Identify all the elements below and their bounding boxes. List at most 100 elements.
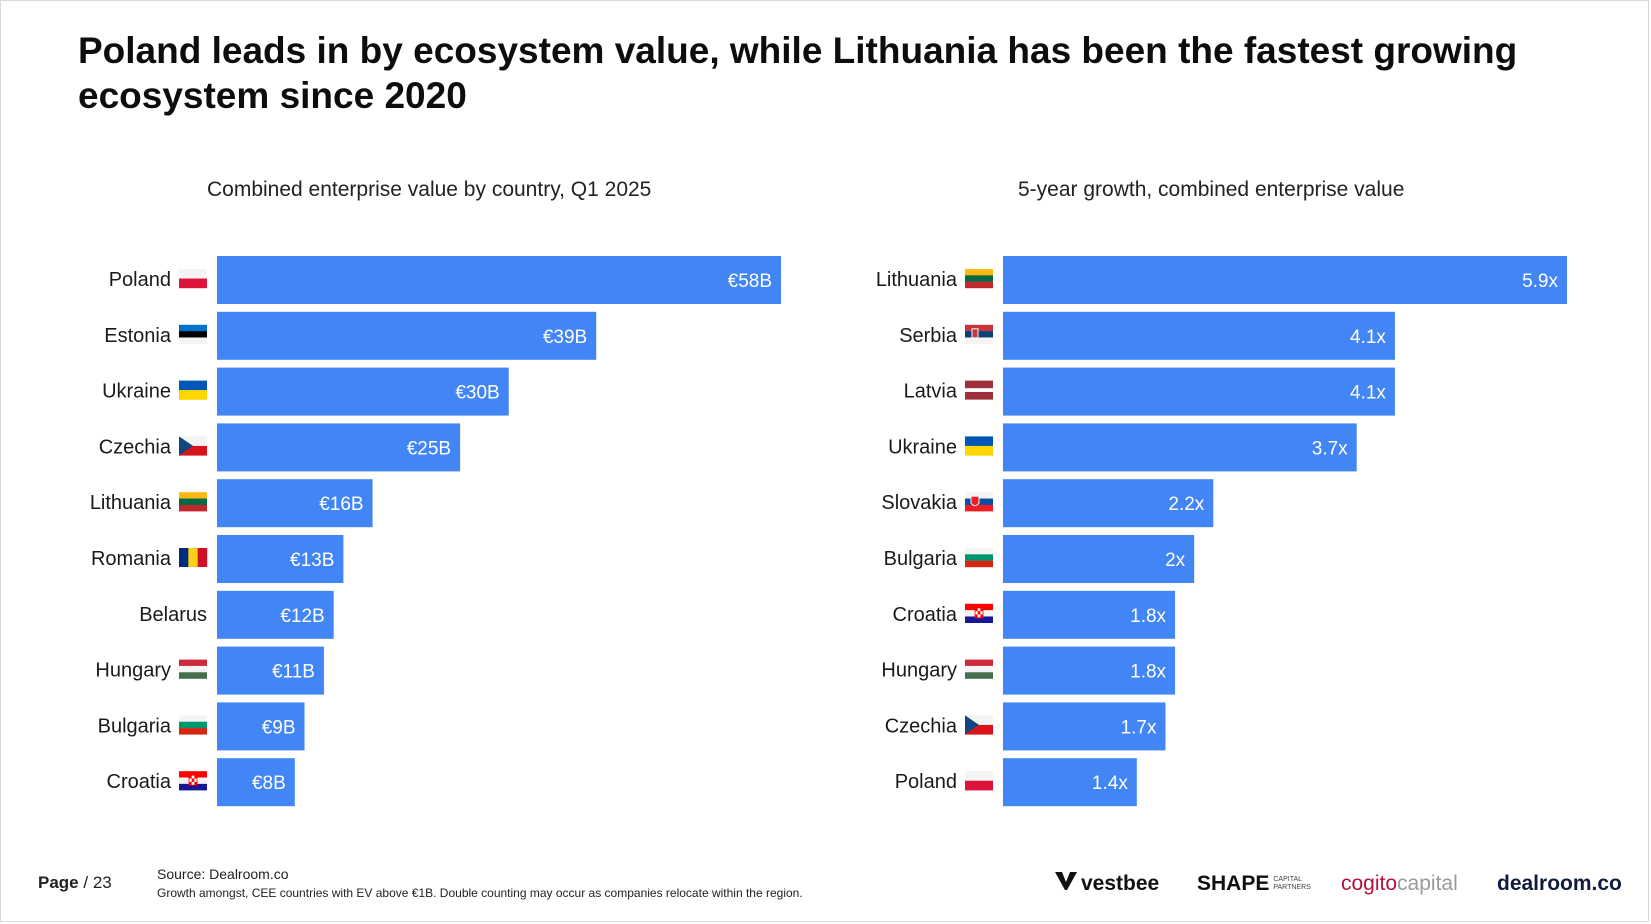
cogito-logo: cogitocapital: [1341, 872, 1458, 896]
partner-logos: vestbee SHAPE CAPITAL PARTNERS cogitocapit…: [1055, 872, 1622, 902]
shape-logo-sub2: PARTNERS: [1273, 884, 1311, 892]
dealroom-logo: dealroom.co: [1497, 872, 1622, 895]
estonia-flag: [179, 324, 207, 344]
footnote-text: Growth amongst, CEE countries with EV ab…: [157, 886, 803, 900]
category-label: Romania: [91, 548, 172, 570]
bar-slovakia: [1003, 479, 1214, 528]
category-label: Slovakia: [881, 492, 957, 514]
bar-bulgaria: [1003, 535, 1195, 583]
category-label: Estonia: [104, 325, 172, 347]
ukraine-flag: [179, 380, 207, 400]
category-label: Czechia: [99, 436, 172, 458]
ukraine-flag: [965, 436, 993, 456]
growth-chart: 5.9x Lithuania 4.1x Serbia 4.1x Latvia 3.7x Ukr…: [876, 256, 1567, 807]
bar-value-label: €30B: [455, 383, 499, 404]
category-label: Bulgaria: [884, 548, 958, 570]
bar-value-label: €25B: [407, 438, 451, 459]
bar-value-label: 1.8x: [1130, 606, 1166, 627]
bar-latvia: [1003, 367, 1395, 416]
slide-title: Poland leads in by ecosystem value, whil…: [78, 30, 1518, 116]
croatia-flag: [179, 771, 207, 791]
bar-value-label: 3.7x: [1312, 438, 1348, 459]
bar-value-label: €12B: [280, 606, 324, 627]
cogito-logo-subtext: capital: [1397, 872, 1458, 895]
category-label: Hungary: [881, 660, 957, 682]
bar-czechia: [1003, 702, 1166, 751]
enterprise-value-chart: €58B Poland €39B Estonia €30B Ukraine €25B Czec…: [90, 256, 781, 807]
croatia-flag: [965, 603, 993, 623]
bar-value-label: 4.1x: [1350, 327, 1386, 348]
bulgaria-flag: [965, 548, 993, 568]
category-label: Croatia: [893, 604, 958, 626]
left-chart-title: Combined enterprise value by country, Q1…: [207, 178, 652, 201]
slovakia-flag: [965, 492, 993, 512]
bar-poland: [1003, 758, 1137, 807]
lithuania-flag: [965, 269, 993, 289]
bulgaria-flag: [179, 715, 207, 735]
bar-value-label: 4.1x: [1350, 383, 1386, 404]
category-label: Ukraine: [102, 381, 171, 403]
bar-value-label: 5.9x: [1522, 271, 1558, 292]
page-number: Page / 23: [38, 873, 112, 893]
category-label: Belarus: [139, 604, 207, 626]
bar-value-label: €9B: [262, 717, 296, 738]
serbia-flag: [965, 324, 993, 344]
bar-croatia: [217, 758, 295, 807]
category-label: Poland: [109, 269, 171, 291]
cogito-logo-text: cogito: [1341, 872, 1398, 895]
bar-value-label: 1.8x: [1130, 662, 1166, 683]
bar-value-label: €8B: [252, 773, 286, 794]
bar-value-label: €11B: [272, 662, 315, 683]
poland-flag: [179, 269, 207, 289]
bar-value-label: €39B: [543, 327, 587, 348]
bar-value-label: 2.2x: [1168, 494, 1204, 515]
latvia-flag: [965, 380, 993, 400]
bar-belarus: [217, 590, 334, 639]
bar-hungary: [217, 646, 324, 695]
vestbee-logo: vestbee: [1055, 872, 1159, 896]
lithuania-flag: [179, 492, 207, 512]
bar-ukraine: [217, 367, 509, 416]
romania-flag: [179, 548, 208, 567]
vestbee-logo-text: vestbee: [1081, 872, 1160, 895]
bar-bulgaria: [217, 702, 305, 751]
page-label: Page: [38, 873, 79, 892]
category-label: Lithuania: [90, 492, 172, 514]
bar-ukraine: [1003, 423, 1357, 472]
czechia-flag: [179, 436, 207, 456]
hungary-flag: [179, 659, 207, 679]
bar-croatia: [1003, 590, 1176, 639]
vestbee-icon: [1055, 872, 1077, 890]
category-label: Latvia: [904, 381, 958, 403]
category-label: Croatia: [107, 771, 172, 793]
bar-estonia: [217, 311, 597, 360]
bar-hungary: [1003, 646, 1176, 695]
hungary-flag: [965, 659, 993, 679]
bar-romania: [217, 535, 344, 583]
right-chart-title: 5-year growth, combined enterprise value: [1018, 178, 1405, 201]
bar-value-label: €13B: [290, 550, 334, 571]
bar-serbia: [1003, 311, 1395, 360]
page-count: / 23: [83, 873, 112, 892]
category-label: Serbia: [899, 325, 958, 347]
bar-czechia: [217, 423, 461, 472]
poland-flag: [965, 771, 993, 791]
bar-value-label: €58B: [728, 271, 772, 292]
shape-logo: SHAPE CAPITAL PARTNERS: [1197, 872, 1311, 896]
shape-logo-sub1: CAPITAL: [1273, 876, 1303, 884]
bar-value-label: €16B: [319, 494, 363, 515]
source-text: Source: Dealroom.co: [157, 866, 289, 882]
bar-poland: [217, 256, 781, 304]
category-label: Ukraine: [888, 436, 957, 458]
bar-lithuania: [217, 479, 373, 528]
category-label: Poland: [895, 771, 957, 793]
bar-lithuania: [1003, 256, 1567, 304]
category-label: Lithuania: [876, 269, 958, 291]
bar-value-label: 2x: [1165, 550, 1186, 571]
bar-value-label: 1.4x: [1092, 773, 1128, 794]
category-label: Czechia: [885, 715, 958, 737]
shape-logo-text: SHAPE: [1197, 872, 1270, 895]
category-label: Bulgaria: [98, 715, 172, 737]
bar-value-label: 1.7x: [1121, 717, 1157, 738]
